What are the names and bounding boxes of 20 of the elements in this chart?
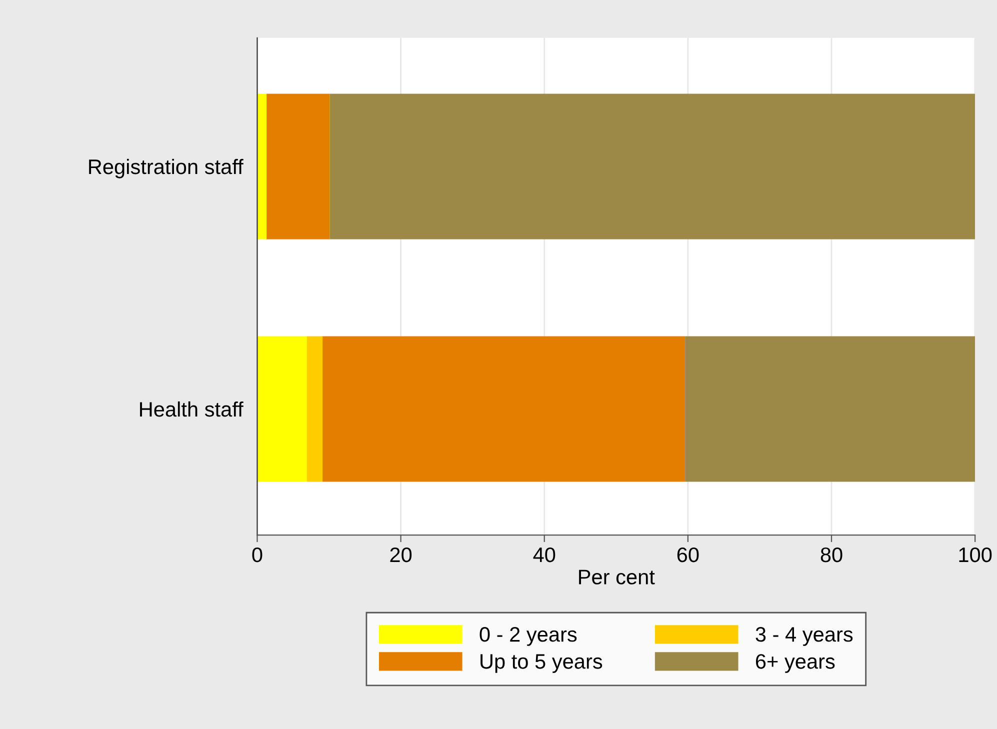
- bar: [685, 336, 976, 482]
- x-tick-label: 60: [677, 547, 699, 562]
- bar: [306, 336, 323, 482]
- x-axis-title: Per cent: [579, 570, 655, 584]
- bar: [257, 94, 267, 240]
- y-tick-label: Registration staff: [89, 158, 244, 178]
- legend-label: 3 - 4 years: [756, 627, 853, 646]
- x-tick-label: 80: [820, 547, 842, 562]
- x-tick-label: 40: [533, 547, 556, 562]
- y-tick-label: Health staff: [140, 401, 244, 417]
- bar: [266, 94, 330, 240]
- bar: [257, 336, 307, 482]
- legend-label: 0 - 2 years: [480, 627, 577, 646]
- x-tick-label: 20: [390, 547, 412, 562]
- bar: [330, 94, 976, 240]
- bar: [322, 336, 686, 482]
- x-tick-label: 0: [252, 547, 262, 562]
- x-tick-label: 100: [959, 547, 992, 562]
- legend-label: 6+ years: [756, 654, 835, 673]
- legend-label: Up to 5 years: [480, 654, 602, 673]
